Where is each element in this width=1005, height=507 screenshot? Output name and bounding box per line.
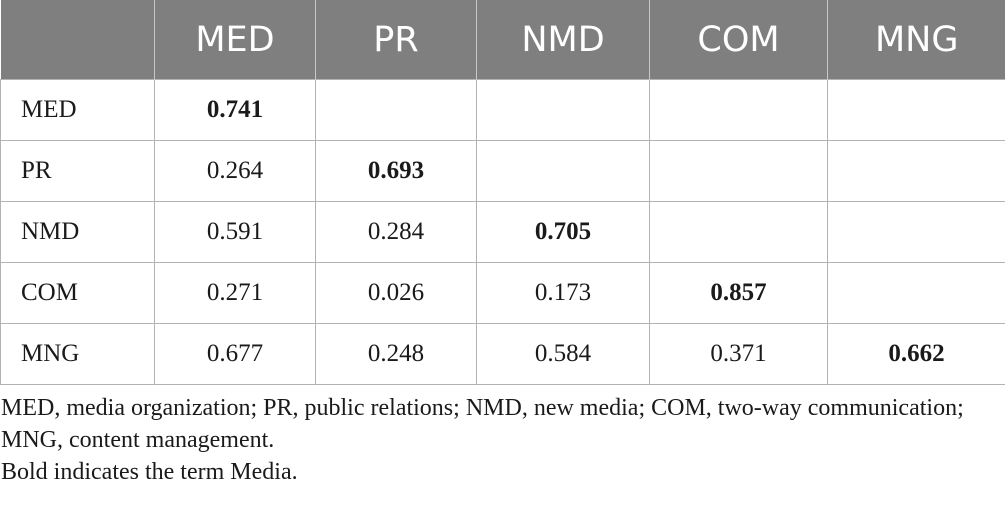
- table-footnote: MED, media organization; PR, public rela…: [1, 392, 991, 488]
- table-cell: 0.584: [476, 323, 650, 385]
- column-header-pr: PR: [315, 0, 477, 80]
- table-cell: 0.173: [476, 262, 650, 324]
- table-cell: [827, 79, 1005, 141]
- table-cell: 0.026: [315, 262, 477, 324]
- table-cell: 0.371: [649, 323, 828, 385]
- row-label-mng: MNG: [0, 323, 155, 385]
- table-cell: [649, 201, 828, 263]
- table-cell: 0.248: [315, 323, 477, 385]
- correlation-table: MED PR NMD COM MNG MED 0.741 PR 0.264 0.…: [0, 0, 1005, 385]
- header-row: MED PR NMD COM MNG: [0, 0, 1005, 80]
- table-cell: 0.677: [154, 323, 316, 385]
- table-row: PR 0.264 0.693: [0, 140, 1005, 202]
- table-cell: 0.271: [154, 262, 316, 324]
- table-row: COM 0.271 0.026 0.173 0.857: [0, 262, 1005, 324]
- table-cell: [827, 140, 1005, 202]
- table-cell: 0.662: [827, 323, 1005, 385]
- table-cell: [476, 140, 650, 202]
- table-cell: 0.705: [476, 201, 650, 263]
- table-row: NMD 0.591 0.284 0.705: [0, 201, 1005, 263]
- bold-note: Bold indicates the term Media.: [1, 459, 298, 485]
- column-header-mng: MNG: [827, 0, 1005, 80]
- table-cell: 0.264: [154, 140, 316, 202]
- table-cell: [649, 79, 828, 141]
- column-header-com: COM: [649, 0, 828, 80]
- table-cell: 0.284: [315, 201, 477, 263]
- abbreviations-note: MED, media organization; PR, public rela…: [1, 395, 964, 453]
- row-label-pr: PR: [0, 140, 155, 202]
- row-label-nmd: NMD: [0, 201, 155, 263]
- column-header-med: MED: [154, 0, 316, 80]
- table-cell: [827, 262, 1005, 324]
- row-label-med: MED: [0, 79, 155, 141]
- table-cell: 0.591: [154, 201, 316, 263]
- table-cell: [827, 201, 1005, 263]
- table-cell: 0.857: [649, 262, 828, 324]
- header-corner-cell: [0, 0, 155, 80]
- table-cell: [476, 79, 650, 141]
- table-row: MED 0.741: [0, 79, 1005, 141]
- table-cell: [649, 140, 828, 202]
- table-cell: [315, 79, 477, 141]
- table-cell: 0.693: [315, 140, 477, 202]
- column-header-nmd: NMD: [476, 0, 650, 80]
- table-row: MNG 0.677 0.248 0.584 0.371 0.662: [0, 323, 1005, 385]
- row-label-com: COM: [0, 262, 155, 324]
- table-cell: 0.741: [154, 79, 316, 141]
